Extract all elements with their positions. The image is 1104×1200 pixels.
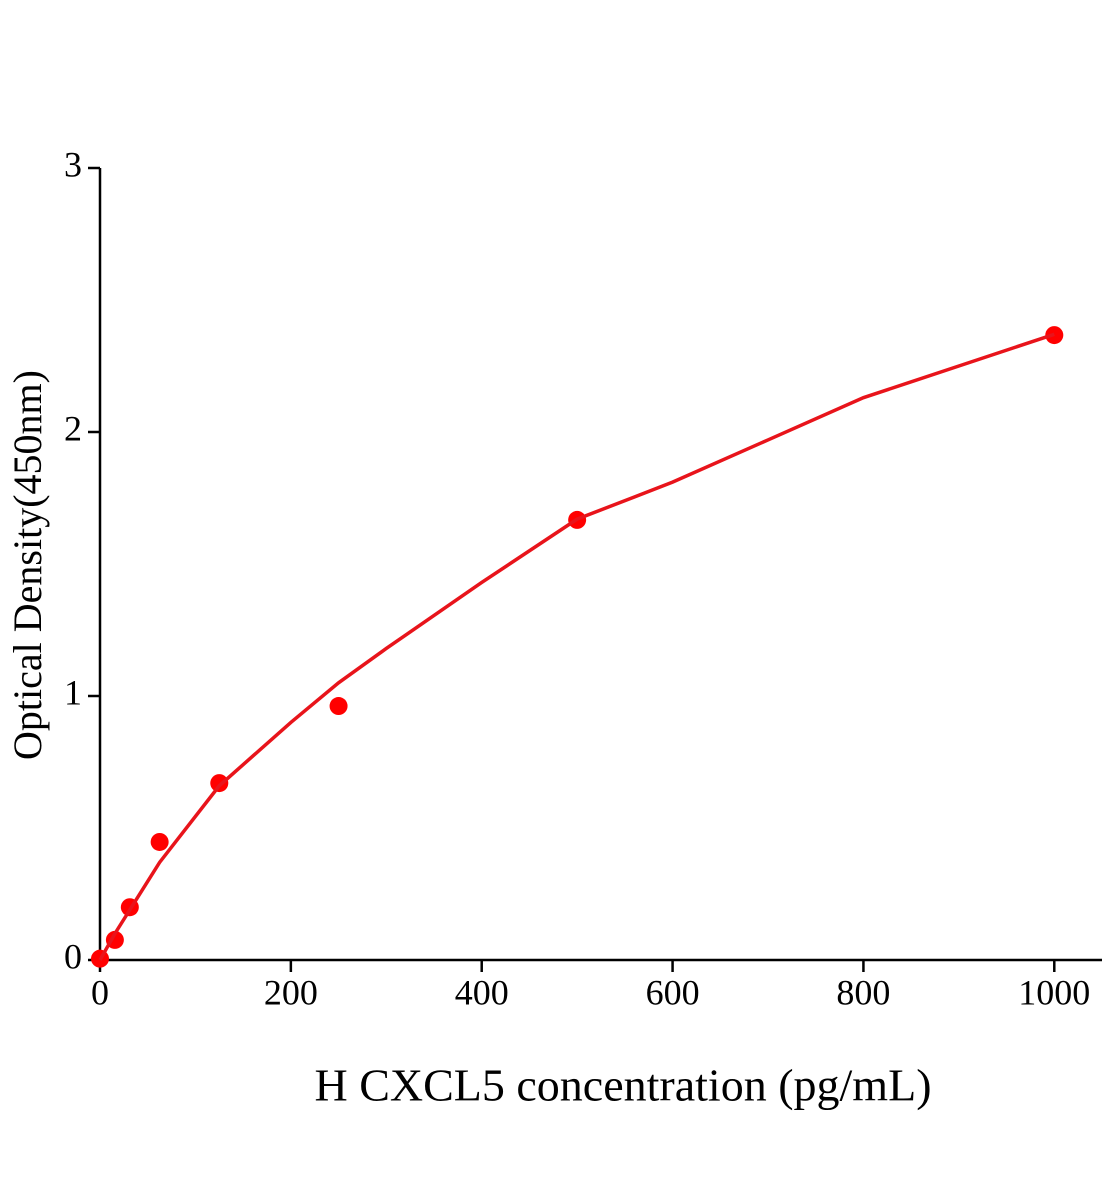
x-tick-label: 800 [836,972,890,1012]
y-tick-label: 3 [64,144,82,184]
data-point [329,697,348,716]
y-tick-label: 1 [64,672,82,712]
x-tick-label: 400 [455,972,509,1012]
x-tick-label: 0 [91,972,109,1012]
data-point [210,774,229,793]
data-point [150,832,169,851]
x-tick-label: 200 [264,972,318,1012]
x-tick-label: 600 [646,972,700,1012]
y-tick-label: 2 [64,408,82,448]
y-tick-label: 0 [64,936,82,976]
x-tick-label: 1000 [1018,972,1090,1012]
fit-curve [98,332,1055,961]
x-axis-title: H CXCL5 concentration (pg/mL) [314,1060,931,1111]
y-axis-title: Optical Density(450nm) [5,370,50,760]
